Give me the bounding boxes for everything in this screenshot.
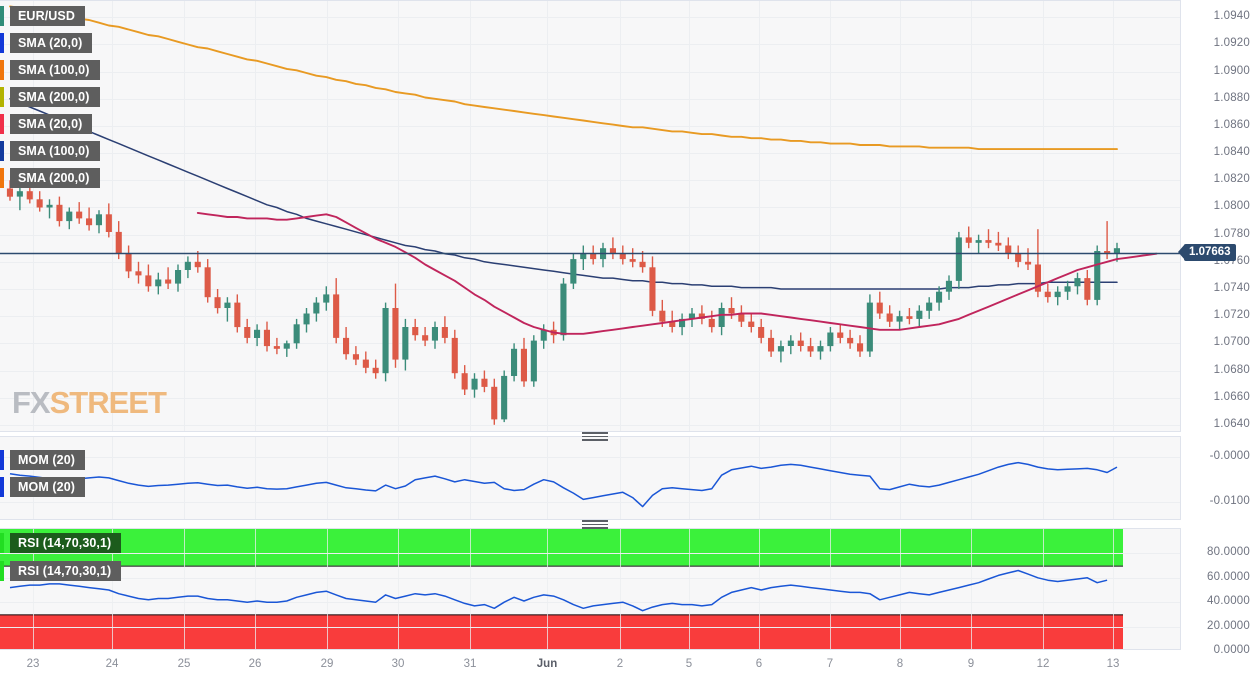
rsi-tick: 0.0000: [1213, 644, 1250, 656]
time-tick: 30: [391, 658, 405, 670]
momentum-tick: -0.0100: [1209, 495, 1250, 508]
legend-swatch-sma-200-b: [0, 168, 4, 188]
time-tick: 5: [685, 658, 693, 670]
legend-label-rsi-b: RSI (14,70,30,1): [10, 561, 122, 581]
time-tick: 9: [967, 658, 975, 670]
legend-sma-100-a[interactable]: SMA (100,0): [0, 60, 100, 80]
current-price-badge: 1.07663: [1178, 243, 1236, 261]
price-tick: 1.0940: [1213, 10, 1250, 23]
legend-swatch-sma-20-b: [0, 114, 4, 134]
price-tick: 1.0780: [1213, 227, 1250, 240]
legend-label-sma-100-b: SMA (100,0): [10, 141, 100, 161]
watermark-street: STREET: [49, 385, 167, 420]
legend-swatch-mom-a: [0, 450, 4, 470]
time-tick: 2: [616, 658, 624, 670]
legend-label-sma-200-b: SMA (200,0): [10, 168, 100, 188]
legend-label-symbol: EUR/USD: [10, 6, 85, 26]
time-tick: 12: [1036, 658, 1050, 670]
time-tick: 13: [1106, 658, 1120, 670]
legend-label-sma-20-a: SMA (20,0): [10, 33, 93, 53]
legend-swatch-sma-200-a: [0, 87, 4, 107]
time-tick: 8: [896, 658, 904, 670]
rsi-plot-area[interactable]: [0, 529, 1180, 649]
legend-label-sma-200-a: SMA (200,0): [10, 87, 100, 107]
price-badge-arrow-icon: [1178, 244, 1185, 261]
rsi-tick: 40.0000: [1207, 595, 1250, 608]
legend-swatch-rsi-b: [0, 561, 4, 581]
legend-swatch-mom-b: [0, 477, 4, 497]
current-price-value: 1.07663: [1184, 243, 1236, 261]
panel-resize-handle-price-mom[interactable]: [582, 432, 608, 441]
time-tick: 31: [463, 658, 477, 670]
price-tick: 1.0800: [1213, 200, 1250, 213]
price-tick: 1.0660: [1213, 390, 1250, 403]
price-tick: 1.0820: [1213, 173, 1250, 186]
price-tick: 1.0700: [1213, 336, 1250, 349]
time-tick: 29: [320, 658, 334, 670]
price-chart-panel[interactable]: [0, 0, 1180, 432]
time-tick: 24: [105, 658, 119, 670]
time-tick: 25: [177, 658, 191, 670]
price-tick: 1.0840: [1213, 146, 1250, 159]
price-tick: 1.0740: [1213, 282, 1250, 294]
legend-swatch-rsi-a: [0, 533, 4, 553]
rsi-panel[interactable]: [0, 528, 1180, 650]
price-axis[interactable]: 1.0940 1.0920 1.0900 1.0880 1.0860 1.0840 1.08…: [1180, 0, 1254, 432]
time-tick: 23: [26, 658, 40, 670]
time-tick: 7: [826, 658, 834, 670]
panel-resize-handle-mom-rsi[interactable]: [582, 520, 608, 529]
time-tick: 6: [755, 658, 763, 670]
legend-label-sma-20-b: SMA (20,0): [10, 114, 93, 134]
momentum-axis[interactable]: -0.0000 -0.0100: [1180, 436, 1254, 520]
legend-sma-20-a[interactable]: SMA (20,0): [0, 33, 93, 53]
price-plot-area[interactable]: [0, 1, 1180, 431]
price-tick: 1.0920: [1213, 37, 1250, 50]
momentum-panel[interactable]: [0, 436, 1180, 520]
price-tick: 1.0720: [1213, 309, 1250, 322]
legend-sma-20-b[interactable]: SMA (20,0): [0, 114, 93, 134]
price-tick: 1.0900: [1213, 64, 1250, 77]
legend-label-rsi-a: RSI (14,70,30,1): [10, 533, 122, 553]
legend-mom-b[interactable]: MOM (20): [0, 477, 86, 497]
legend-label-mom-a: MOM (20): [10, 450, 86, 470]
time-tick: 26: [248, 658, 262, 670]
momentum-plot-area[interactable]: [0, 437, 1180, 519]
legend-sma-200-a[interactable]: SMA (200,0): [0, 87, 100, 107]
legend-rsi-b[interactable]: RSI (14,70,30,1): [0, 561, 122, 581]
legend-swatch-symbol: [0, 6, 4, 26]
time-axis[interactable]: 23 24 25 26 29 30 31 Jun 2 5 6 7 8 9 12 13: [0, 652, 1254, 688]
rsi-tick: 80.0000: [1207, 546, 1250, 559]
rsi-tick: 60.0000: [1207, 570, 1250, 583]
legend-sma-200-b[interactable]: SMA (200,0): [0, 168, 100, 188]
legend-sma-100-b[interactable]: SMA (100,0): [0, 141, 100, 161]
legend-swatch-sma-100-b: [0, 141, 4, 161]
rsi-tick: 20.0000: [1207, 619, 1250, 632]
price-tick: 1.0640: [1213, 417, 1250, 430]
legend-rsi-a[interactable]: RSI (14,70,30,1): [0, 533, 122, 553]
time-tick: Jun: [536, 658, 558, 670]
price-tick: 1.0860: [1213, 118, 1250, 131]
legend-mom-a[interactable]: MOM (20): [0, 450, 86, 470]
legend-label-sma-100-a: SMA (100,0): [10, 60, 100, 80]
watermark-fx: FX: [12, 385, 51, 420]
rsi-axis[interactable]: 80.0000 60.0000 40.0000 20.0000 0.0000: [1180, 528, 1254, 656]
fxstreet-watermark: FXSTREET: [12, 385, 167, 421]
legend-symbol[interactable]: EUR/USD: [0, 6, 85, 26]
price-tick: 1.0880: [1213, 91, 1250, 104]
legend-swatch-sma-20-a: [0, 33, 4, 53]
legend-swatch-sma-100-a: [0, 60, 4, 80]
momentum-tick: -0.0000: [1209, 450, 1250, 463]
legend-label-mom-b: MOM (20): [10, 477, 86, 497]
price-tick: 1.0680: [1213, 363, 1250, 376]
